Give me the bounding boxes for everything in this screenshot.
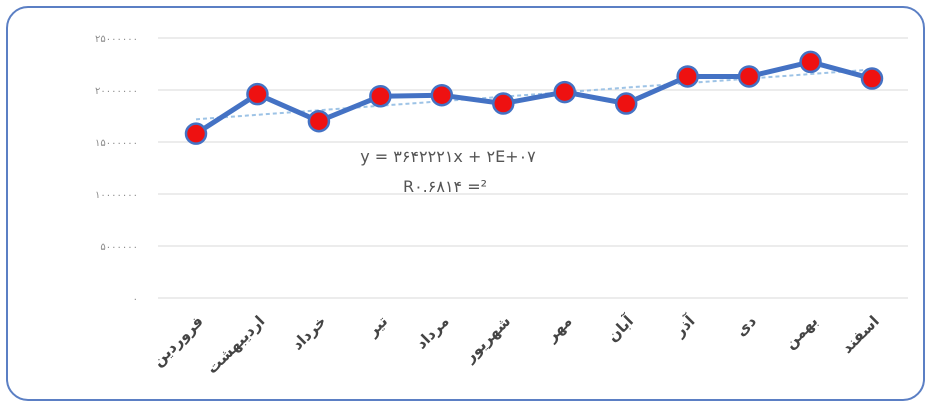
series-line — [194, 59, 873, 136]
x-category-label: تیر — [363, 312, 391, 340]
y-axis-ticks: ۰ ۵۰۰۰۰۰۰ ۱۰۰۰۰۰۰۰ ۱۵۰۰۰۰۰۰ ۲۰۰۰۰۰۰۰ ۲۵۰۰۰۰۰۰ — [95, 34, 138, 305]
x-category-label: شهریور — [460, 312, 514, 366]
series-layer — [194, 59, 873, 136]
gridlines — [158, 37, 908, 299]
data-point — [737, 65, 761, 88]
data-point — [860, 67, 884, 90]
x-category-label: اردیبهشت — [203, 312, 268, 377]
y-tick-label: ۱۵۰۰۰۰۰۰ — [95, 138, 138, 149]
x-category-label: بهمن — [781, 312, 821, 352]
trendline-layer — [195, 68, 873, 121]
trendline — [195, 68, 873, 121]
data-point — [492, 92, 515, 115]
x-category-label: خرداد — [288, 312, 329, 353]
data-point — [799, 50, 822, 74]
data-point — [676, 65, 699, 88]
y-tick-label: ۲۰۰۰۰۰۰۰ — [95, 86, 138, 97]
data-point — [553, 80, 576, 104]
data-point — [430, 83, 454, 107]
marker-layer — [184, 50, 884, 145]
x-category-label: دی — [732, 312, 760, 340]
data-point — [246, 82, 269, 106]
r-squared-label: R۰.۶۸۱۴ =² — [403, 177, 487, 196]
data-point — [614, 92, 638, 115]
y-tick-label: ۲۵۰۰۰۰۰۰ — [95, 34, 138, 45]
x-category-label: آذر — [670, 312, 699, 341]
y-tick-label: ۱۰۰۰۰۰۰۰ — [95, 190, 138, 201]
y-tick-label: ۵۰۰۰۰۰۰ — [100, 242, 138, 253]
x-category-label: مرداد — [412, 312, 452, 352]
data-point — [307, 109, 331, 133]
y-tick-label: ۰ — [133, 294, 138, 305]
x-category-label: فروردین — [149, 312, 207, 370]
x-category-label: اسفند — [838, 312, 883, 357]
data-point — [369, 84, 392, 108]
trendline-equation: y = ۳۶۴۲۲۲۱x + ۲E+۰۷ — [360, 147, 536, 166]
x-category-label: آبان — [604, 312, 638, 346]
data-point — [184, 122, 208, 145]
x-category-label: مهر — [542, 312, 576, 346]
